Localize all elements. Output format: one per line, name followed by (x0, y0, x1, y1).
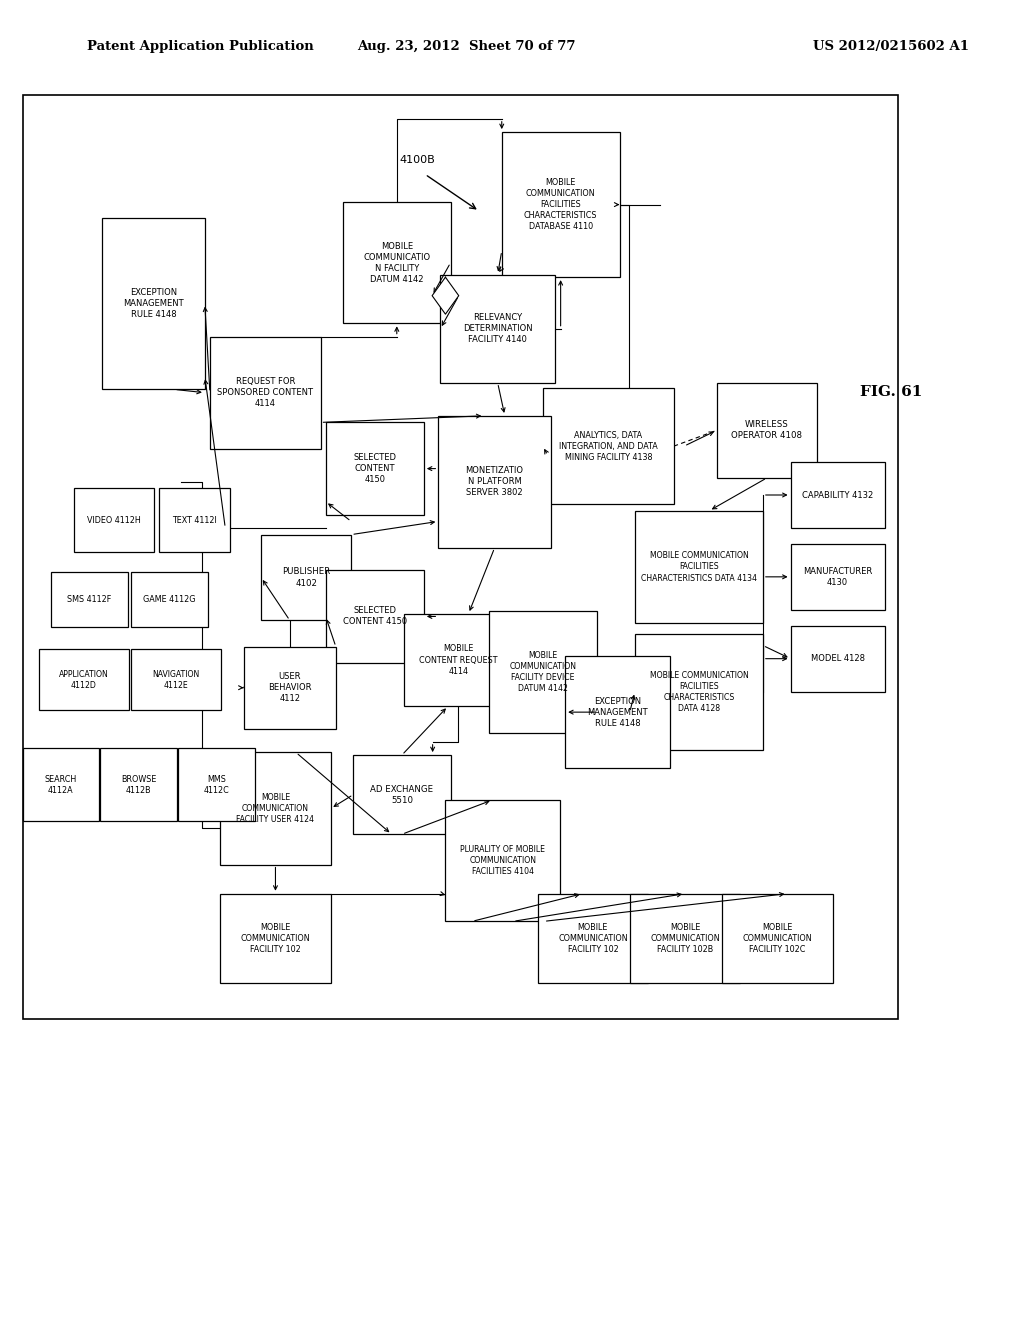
FancyBboxPatch shape (502, 132, 620, 277)
Text: FIG. 61: FIG. 61 (860, 385, 922, 399)
Text: EXCEPTION
MANAGEMENT
RULE 4148: EXCEPTION MANAGEMENT RULE 4148 (123, 288, 184, 319)
Text: MOBILE COMMUNICATION
FACILITIES
CHARACTERISTICS DATA 4134: MOBILE COMMUNICATION FACILITIES CHARACTE… (641, 552, 757, 582)
FancyBboxPatch shape (717, 383, 817, 478)
FancyBboxPatch shape (722, 894, 833, 983)
FancyBboxPatch shape (635, 511, 763, 623)
Text: AD EXCHANGE
5510: AD EXCHANGE 5510 (371, 784, 433, 805)
FancyBboxPatch shape (538, 894, 648, 983)
Text: VIDEO 4112H: VIDEO 4112H (87, 516, 140, 524)
Text: ANALYTICS, DATA
INTEGRATION, AND DATA
MINING FACILITY 4138: ANALYTICS, DATA INTEGRATION, AND DATA MI… (559, 430, 657, 462)
Text: CAPABILITY 4132: CAPABILITY 4132 (802, 491, 873, 499)
Text: GAME 4112G: GAME 4112G (143, 595, 196, 603)
FancyBboxPatch shape (23, 748, 99, 821)
FancyBboxPatch shape (326, 570, 424, 663)
Text: MMS
4112C: MMS 4112C (204, 775, 229, 795)
Text: MOBILE
COMMUNICATION
FACILITY 102C: MOBILE COMMUNICATION FACILITY 102C (742, 923, 812, 954)
Text: SEARCH
4112A: SEARCH 4112A (45, 775, 77, 795)
FancyBboxPatch shape (326, 422, 424, 515)
Text: TEXT 4112I: TEXT 4112I (172, 516, 217, 524)
FancyBboxPatch shape (543, 388, 674, 504)
FancyBboxPatch shape (343, 202, 451, 323)
FancyBboxPatch shape (440, 275, 555, 383)
Text: MOBILE
CONTENT REQUEST
4114: MOBILE CONTENT REQUEST 4114 (419, 644, 498, 676)
Text: MODEL 4128: MODEL 4128 (811, 655, 864, 663)
Text: Aug. 23, 2012  Sheet 70 of 77: Aug. 23, 2012 Sheet 70 of 77 (356, 40, 575, 53)
FancyBboxPatch shape (159, 488, 230, 552)
FancyBboxPatch shape (353, 755, 451, 834)
FancyBboxPatch shape (39, 649, 129, 710)
FancyBboxPatch shape (178, 748, 255, 821)
Text: MOBILE
COMMUNICATION
FACILITY DEVICE
DATUM 4142: MOBILE COMMUNICATION FACILITY DEVICE DAT… (510, 651, 577, 693)
FancyBboxPatch shape (565, 656, 670, 768)
FancyBboxPatch shape (100, 748, 177, 821)
Text: PUBLISHER
4102: PUBLISHER 4102 (282, 568, 331, 587)
Text: APPLICATION
4112D: APPLICATION 4112D (59, 669, 109, 690)
Text: MONETIZATIO
N PLATFORM
SERVER 3802: MONETIZATIO N PLATFORM SERVER 3802 (466, 466, 523, 498)
Text: MANUFACTURER
4130: MANUFACTURER 4130 (803, 566, 872, 587)
Text: PLURALITY OF MOBILE
COMMUNICATION
FACILITIES 4104: PLURALITY OF MOBILE COMMUNICATION FACILI… (460, 845, 546, 876)
FancyBboxPatch shape (791, 544, 885, 610)
Polygon shape (432, 277, 459, 314)
FancyBboxPatch shape (791, 462, 885, 528)
FancyBboxPatch shape (220, 752, 331, 865)
FancyBboxPatch shape (630, 894, 740, 983)
FancyBboxPatch shape (131, 572, 208, 627)
FancyBboxPatch shape (438, 416, 551, 548)
FancyBboxPatch shape (131, 649, 221, 710)
Text: MOBILE
COMMUNICATION
FACILITY 102B: MOBILE COMMUNICATION FACILITY 102B (650, 923, 720, 954)
Text: SELECTED
CONTENT 4150: SELECTED CONTENT 4150 (343, 606, 407, 627)
FancyBboxPatch shape (74, 488, 154, 552)
Text: MOBILE
COMMUNICATION
FACILITIES
CHARACTERISTICS
DATABASE 4110: MOBILE COMMUNICATION FACILITIES CHARACTE… (524, 178, 597, 231)
FancyBboxPatch shape (635, 634, 763, 750)
FancyBboxPatch shape (102, 218, 205, 389)
Text: 4100B: 4100B (400, 154, 435, 165)
FancyBboxPatch shape (404, 614, 512, 706)
Text: NAVIGATION
4112E: NAVIGATION 4112E (153, 669, 200, 690)
Text: US 2012/0215602 A1: US 2012/0215602 A1 (813, 40, 969, 53)
Text: MOBILE
COMMUNICATION
FACILITY 102: MOBILE COMMUNICATION FACILITY 102 (241, 923, 310, 954)
Text: SELECTED
CONTENT
4150: SELECTED CONTENT 4150 (353, 453, 396, 484)
Text: BROWSE
4112B: BROWSE 4112B (121, 775, 157, 795)
Text: REQUEST FOR
SPONSORED CONTENT
4114: REQUEST FOR SPONSORED CONTENT 4114 (217, 378, 313, 408)
Text: MOBILE
COMMUNICATIO
N FACILITY
DATUM 4142: MOBILE COMMUNICATIO N FACILITY DATUM 414… (364, 242, 430, 284)
FancyBboxPatch shape (489, 611, 597, 733)
Text: MOBILE
COMMUNICATION
FACILITY USER 4124: MOBILE COMMUNICATION FACILITY USER 4124 (237, 793, 314, 824)
FancyBboxPatch shape (220, 894, 331, 983)
Text: SMS 4112F: SMS 4112F (68, 595, 112, 603)
Text: WIRELESS
OPERATOR 4108: WIRELESS OPERATOR 4108 (731, 420, 803, 441)
Text: Patent Application Publication: Patent Application Publication (87, 40, 313, 53)
Text: USER
BEHAVIOR
4112: USER BEHAVIOR 4112 (268, 672, 311, 704)
FancyBboxPatch shape (791, 626, 885, 692)
Text: RELEVANCY
DETERMINATION
FACILITY 4140: RELEVANCY DETERMINATION FACILITY 4140 (463, 313, 532, 345)
Text: MOBILE COMMUNICATION
FACILITIES
CHARACTERISTICS
DATA 4128: MOBILE COMMUNICATION FACILITIES CHARACTE… (649, 671, 749, 713)
Text: MOBILE
COMMUNICATION
FACILITY 102: MOBILE COMMUNICATION FACILITY 102 (558, 923, 628, 954)
FancyBboxPatch shape (445, 800, 560, 921)
FancyBboxPatch shape (244, 647, 336, 729)
FancyBboxPatch shape (261, 535, 351, 620)
FancyBboxPatch shape (51, 572, 128, 627)
FancyBboxPatch shape (210, 337, 321, 449)
Text: EXCEPTION
MANAGEMENT
RULE 4148: EXCEPTION MANAGEMENT RULE 4148 (587, 697, 648, 727)
